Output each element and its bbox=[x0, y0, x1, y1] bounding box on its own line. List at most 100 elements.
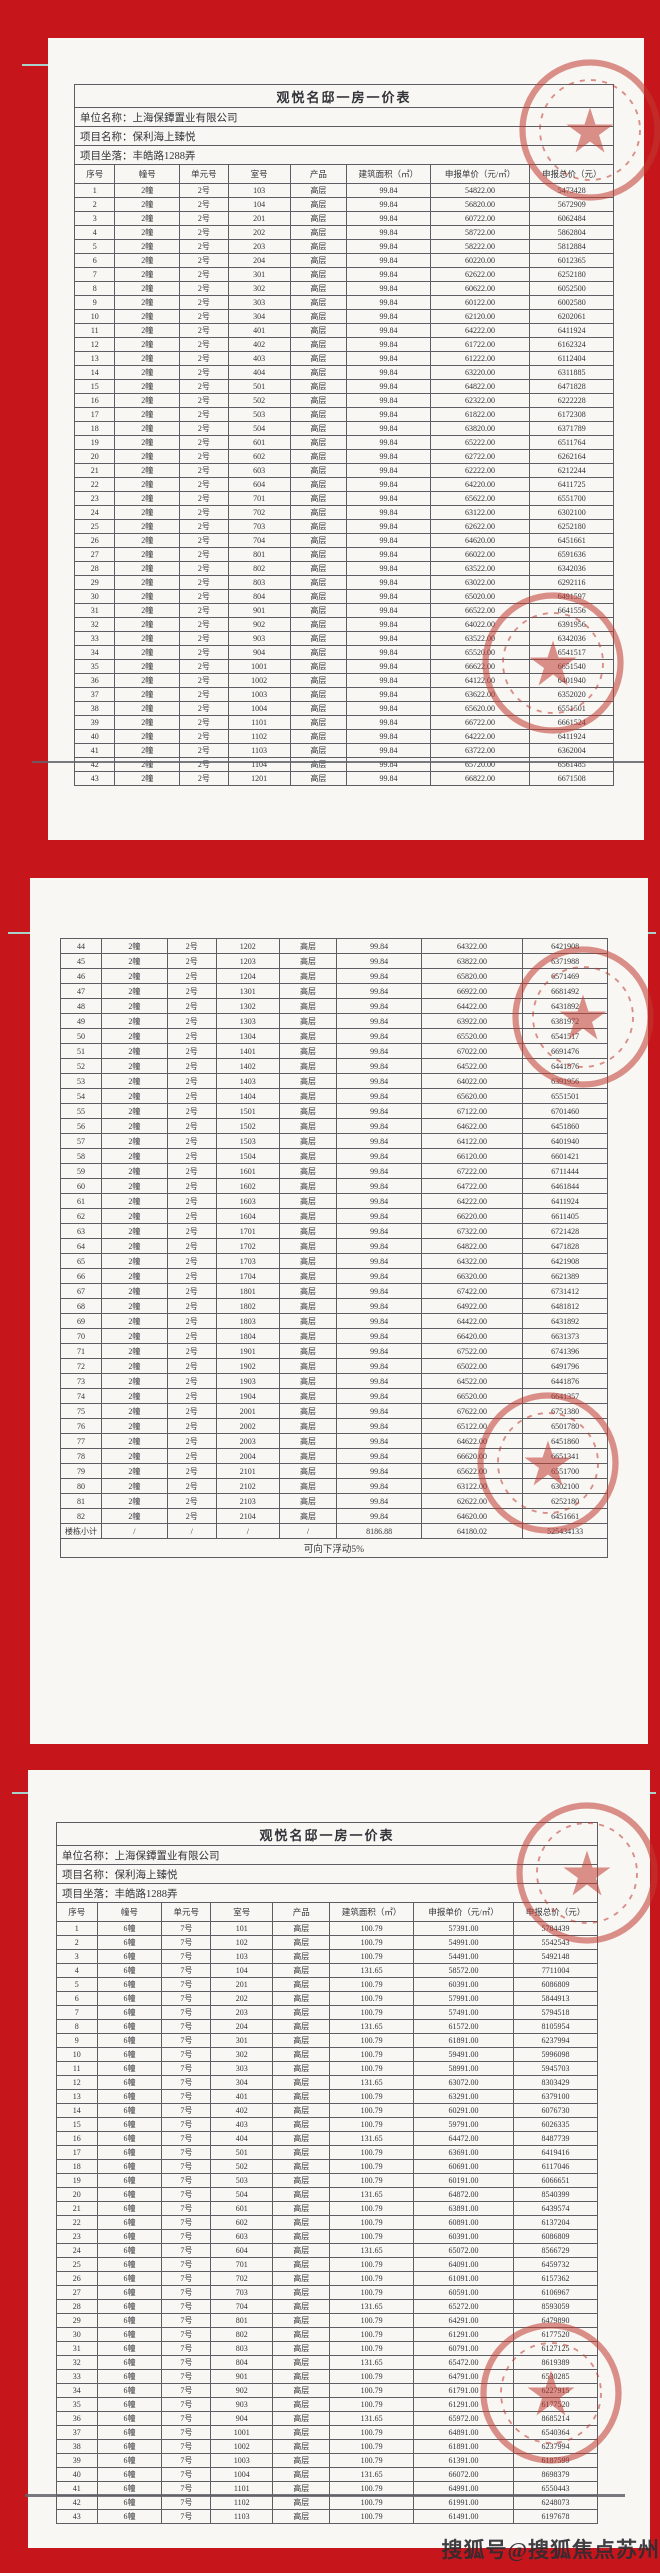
table-cell: 2幢 bbox=[101, 953, 168, 969]
table-cell: 1601 bbox=[215, 1163, 280, 1179]
table-cell: 7号 bbox=[161, 2159, 212, 2174]
table-cell: 2幢 bbox=[114, 561, 181, 576]
table-row: 6 2幢 2号 204 高层 99.84 60220.00 6012365 bbox=[73, 253, 614, 268]
table-cell: 高层 bbox=[272, 2145, 331, 2160]
table-row: 42 6幢 7号 1102 高层 100.79 61991.00 6248073 bbox=[56, 2495, 598, 2510]
table-cell: 1003 bbox=[227, 687, 291, 702]
table-cell: 2幢 bbox=[101, 1208, 168, 1224]
table-cell: 1402 bbox=[215, 1058, 280, 1074]
table-cell: 2幢 bbox=[101, 1013, 168, 1029]
table-row: 18 6幢 7号 502 高层 100.79 60691.00 6117046 bbox=[56, 2159, 598, 2174]
table-cell: 2幢 bbox=[101, 1073, 168, 1089]
table-cell: 525434133 bbox=[522, 1523, 608, 1539]
table-cell: 2幢 bbox=[114, 729, 181, 744]
table-cell: 904 bbox=[227, 645, 291, 660]
table-cell: 高层 bbox=[278, 1268, 338, 1284]
table-cell: 高层 bbox=[289, 757, 348, 772]
table-cell: 37 bbox=[56, 2425, 98, 2440]
table-cell: 99.84 bbox=[346, 421, 431, 436]
table-cell: 6248073 bbox=[513, 2495, 598, 2510]
table-cell: 65472.00 bbox=[412, 2355, 515, 2370]
table-cell: 2号 bbox=[166, 1418, 217, 1434]
table-cell: 17 bbox=[56, 2145, 98, 2160]
table-row: 52 2幢 2号 1402 高层 99.84 64522.00 6441876 bbox=[59, 1058, 608, 1074]
table-cell: 99.84 bbox=[346, 267, 431, 282]
table-cell: 高层 bbox=[272, 1921, 331, 1936]
table-cell: 64122.00 bbox=[429, 673, 531, 688]
table-cell: 202 bbox=[227, 225, 291, 240]
table-cell: 64 bbox=[59, 1238, 103, 1254]
table-cell: 64622.00 bbox=[420, 1118, 524, 1134]
table-cell: 6幢 bbox=[96, 2103, 163, 2118]
table-cell: 64422.00 bbox=[420, 1313, 524, 1329]
table-cell: 2幢 bbox=[114, 239, 181, 254]
table-cell: 6541517 bbox=[529, 645, 614, 660]
table-cell: 66420.00 bbox=[420, 1328, 524, 1344]
table-row: 69 2幢 2号 1803 高层 99.84 64422.00 6431892 bbox=[59, 1313, 608, 1329]
table-row: 35 2幢 2号 1001 高层 99.84 66622.00 6651540 bbox=[73, 659, 614, 674]
table-row: 4 2幢 2号 202 高层 99.84 58722.00 5862804 bbox=[73, 225, 614, 240]
table-cell: 2幢 bbox=[114, 463, 181, 478]
table-cell: 2号 bbox=[179, 435, 229, 450]
table-cell: 201 bbox=[210, 1977, 274, 1992]
table-cell: 1401 bbox=[215, 1043, 280, 1059]
table-cell: 高层 bbox=[289, 351, 348, 366]
table-cell: 6086809 bbox=[513, 1977, 598, 1992]
table-cell: 65022.00 bbox=[420, 1358, 524, 1374]
price-table-page-3: 观悦名邸一房一价表 单位名称：上海保鐔置业有限公司 项目名称：保利海上臻悦 项目… bbox=[56, 1822, 598, 2524]
table-cell: 65 bbox=[59, 1253, 103, 1269]
table-cell: 64220.00 bbox=[429, 477, 531, 492]
column-header-cell: 序号 bbox=[73, 164, 116, 184]
table-cell: 13 bbox=[73, 351, 116, 366]
table-cell: 28 bbox=[56, 2299, 98, 2314]
table-cell: 8593059 bbox=[513, 2299, 598, 2314]
table-cell: 64620.00 bbox=[420, 1508, 524, 1524]
table-cell: 6幢 bbox=[96, 2285, 163, 2300]
table-cell: 5784439 bbox=[513, 1921, 598, 1936]
table-cell: 64922.00 bbox=[420, 1298, 524, 1314]
table-cell: 62622.00 bbox=[420, 1493, 524, 1509]
table-cell: 6 bbox=[73, 253, 116, 268]
table-cell: 2号 bbox=[166, 1058, 217, 1074]
table-cell: 34 bbox=[56, 2383, 98, 2398]
table-cell: 7号 bbox=[161, 2453, 212, 2468]
table-cell: 6幢 bbox=[96, 2075, 163, 2090]
table-cell: 704 bbox=[210, 2299, 274, 2314]
table-cell: 2号 bbox=[166, 1313, 217, 1329]
table-cell: 6701460 bbox=[522, 1103, 608, 1119]
table-row: 46 2幢 2号 1204 高层 99.84 65820.00 6571469 bbox=[59, 968, 608, 984]
table-cell: 26 bbox=[56, 2271, 98, 2286]
table-cell: 801 bbox=[210, 2313, 274, 2328]
table-cell: 43 bbox=[56, 2509, 98, 2524]
table-cell: 7号 bbox=[161, 2369, 212, 2384]
table-cell: 99.84 bbox=[336, 1058, 422, 1074]
table-cell: 100.79 bbox=[329, 2061, 414, 2076]
table-cell: 99.84 bbox=[336, 1298, 422, 1314]
table-cell: 18 bbox=[73, 421, 116, 436]
table-cell: 7号 bbox=[161, 1949, 212, 1964]
table-cell: 7号 bbox=[161, 2341, 212, 2356]
table-cell: 2幢 bbox=[114, 491, 181, 506]
table-cell: 2号 bbox=[166, 1358, 217, 1374]
table-cell: 2幢 bbox=[114, 631, 181, 646]
table-cell: 61991.00 bbox=[412, 2495, 515, 2510]
table-row: 5 6幢 7号 201 高层 100.79 60391.00 6086809 bbox=[56, 1977, 598, 1992]
table-cell: 7711004 bbox=[513, 1963, 598, 1978]
table-cell: 304 bbox=[210, 2075, 274, 2090]
table-cell: 1003 bbox=[210, 2453, 274, 2468]
table-cell: 53 bbox=[59, 1073, 103, 1089]
table-cell: 100.79 bbox=[329, 2173, 414, 2188]
table-cell: 63022.00 bbox=[429, 575, 531, 590]
table-cell: 62 bbox=[59, 1208, 103, 1224]
table-row: 29 2幢 2号 803 高层 99.84 63022.00 6292116 bbox=[73, 575, 614, 590]
table-cell: 7号 bbox=[161, 2061, 212, 2076]
table-cell: 99.84 bbox=[346, 491, 431, 506]
table-cell: 高层 bbox=[272, 2439, 331, 2454]
table-cell: 2幢 bbox=[101, 1178, 168, 1194]
table-cell: 2002 bbox=[215, 1418, 280, 1434]
table-cell: 2幢 bbox=[114, 267, 181, 282]
table-cell: 99.84 bbox=[346, 729, 431, 744]
table-cell: 77 bbox=[59, 1433, 103, 1449]
table-row: 10 6幢 7号 302 高层 100.79 59491.00 5996098 bbox=[56, 2047, 598, 2062]
table-cell: 7号 bbox=[161, 2509, 212, 2524]
